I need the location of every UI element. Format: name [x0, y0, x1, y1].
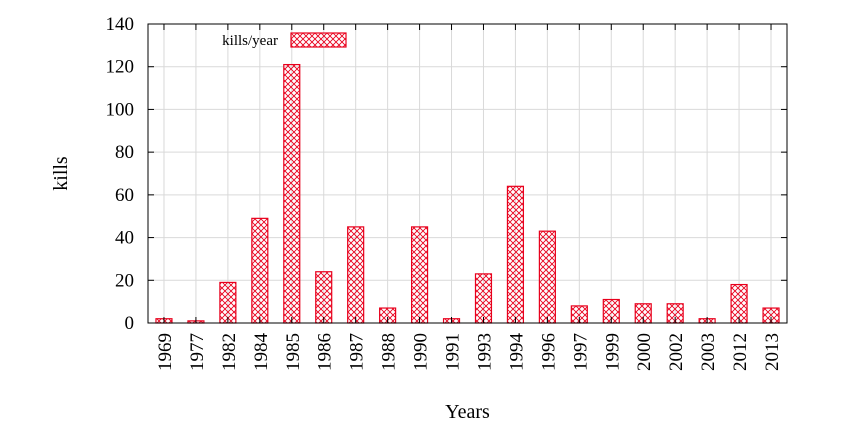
legend-swatch: [290, 32, 347, 48]
grid: [148, 24, 787, 323]
x-tick-label: 1977: [187, 333, 208, 371]
bar-1993: [474, 273, 493, 324]
legend-label: kills/year: [222, 33, 278, 49]
x-tick-label: 1999: [602, 333, 623, 371]
x-tick-label: 1987: [347, 333, 368, 371]
bar-1984: [251, 217, 269, 324]
x-tick-label: 1996: [538, 333, 559, 371]
bars: [155, 63, 780, 324]
y-tick-label: 20: [115, 270, 134, 291]
x-tick-label: 1986: [315, 333, 336, 371]
x-tick-label: 2002: [666, 333, 687, 371]
legend: kills/year: [222, 32, 347, 49]
x-tick-label: 1993: [474, 333, 495, 371]
x-tick-label: 2013: [762, 333, 783, 371]
plot-frame: [147, 23, 788, 324]
x-tick-label: 1988: [379, 333, 400, 371]
y-tick-label: 0: [125, 313, 135, 334]
x-tick-label: 1991: [443, 333, 464, 371]
x-tick-label: 1984: [251, 333, 272, 372]
y-axis-label: kills: [50, 156, 72, 191]
y-tick-label: 100: [106, 99, 135, 120]
bar-1996: [538, 230, 556, 324]
x-tick-label: 1985: [283, 333, 304, 371]
x-tick-label: 2000: [634, 333, 655, 371]
bar-1982: [219, 281, 237, 324]
bar-1994: [506, 185, 525, 324]
x-tick-label: 1990: [411, 333, 432, 371]
x-tick-label: 2003: [698, 333, 719, 371]
tick-labels: 0 20 40 60 80 100 120 140 1969 1977 1982 1984 1985 19…: [106, 14, 784, 371]
y-tick-label: 120: [106, 57, 135, 78]
bar-1985: [283, 63, 301, 324]
bar-1986: [315, 271, 333, 324]
ticks: [148, 23, 787, 324]
bar-1987: [347, 226, 365, 324]
bar-1990: [410, 226, 429, 324]
x-tick-label: 1982: [219, 333, 240, 371]
x-tick-label: 1969: [155, 333, 176, 371]
y-tick-label: 80: [115, 142, 134, 163]
y-tick-label: 40: [115, 228, 134, 249]
x-tick-label: 1997: [570, 333, 591, 371]
x-tick-label: 2012: [730, 333, 751, 371]
y-tick-label: 60: [115, 185, 134, 206]
x-axis-label: Years: [445, 401, 490, 423]
y-tick-label: 140: [106, 14, 135, 35]
x-tick-label: 1994: [506, 333, 527, 372]
